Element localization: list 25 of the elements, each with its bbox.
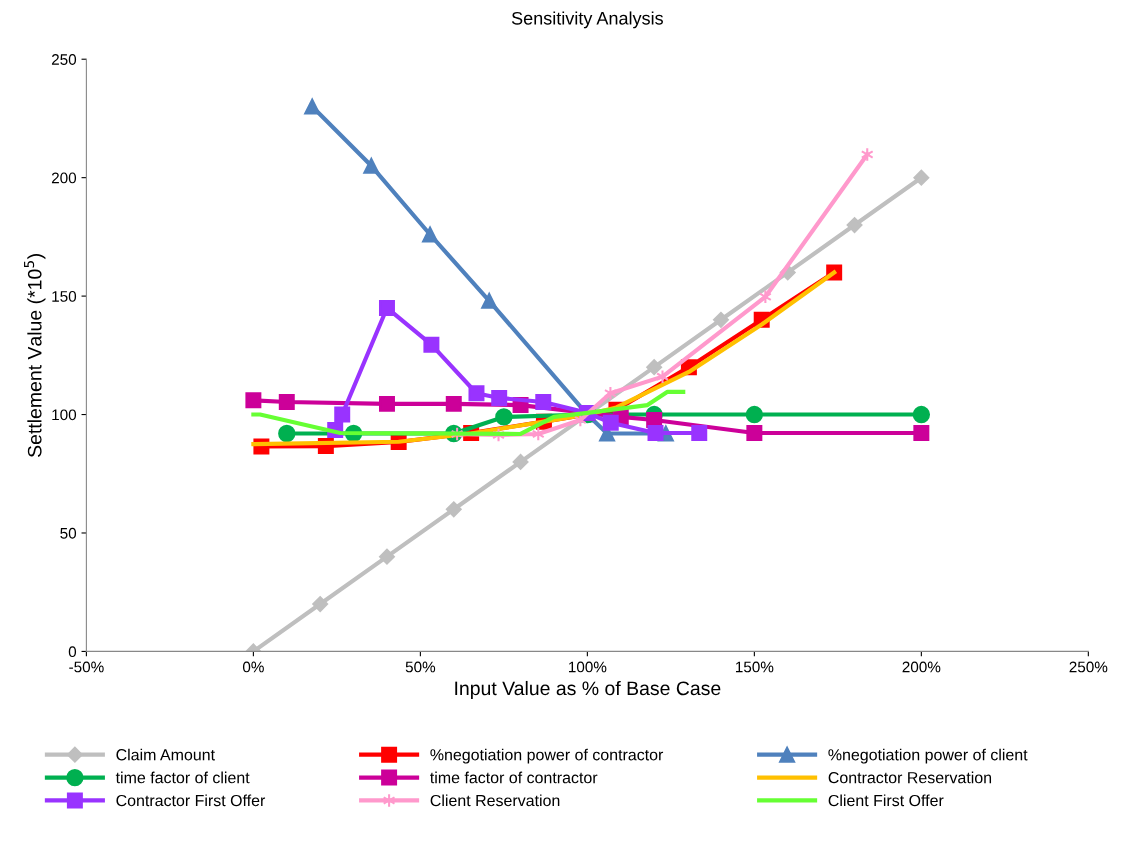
x-tick-label: 100%	[569, 661, 607, 673]
x-tick-label: -50%	[69, 661, 104, 673]
x-tick-label: 150%	[735, 661, 774, 673]
y-tick-label: 50	[60, 527, 77, 539]
legend-label: Contractor First Offer	[116, 794, 266, 807]
x-axis-title: Input Value as % of Base Case	[455, 680, 721, 700]
x-tick-label: 250%	[1069, 661, 1108, 673]
x-tick-label: 50%	[405, 661, 436, 673]
x-tick-label: 200%	[902, 661, 941, 673]
y-tick-label: 250	[51, 54, 77, 65]
legend-label: time factor of contractor	[430, 771, 598, 784]
legend-label: Client First Offer	[828, 794, 944, 807]
legend-label: %negotiation power of client	[828, 748, 1028, 764]
legend-label: Claim Amount	[116, 748, 215, 761]
legend-label: Contractor Reservation	[828, 771, 992, 784]
y-axis-title: Settlement Value (*10$^{5}$)	[24, 254, 46, 458]
y-tick-label: 0	[68, 646, 77, 658]
legend-label: time factor of client	[115, 771, 250, 784]
y-tick-label: 100	[52, 409, 77, 421]
legend-label: Client Reservation	[430, 794, 560, 807]
x-tick-label: 0%	[242, 661, 264, 673]
legend-label: %negotiation power of contractor	[430, 748, 664, 764]
y-tick-label: 150	[52, 290, 77, 302]
chart-title: Sensitivity Analysis	[511, 11, 663, 29]
y-tick-label: 200	[51, 172, 77, 184]
